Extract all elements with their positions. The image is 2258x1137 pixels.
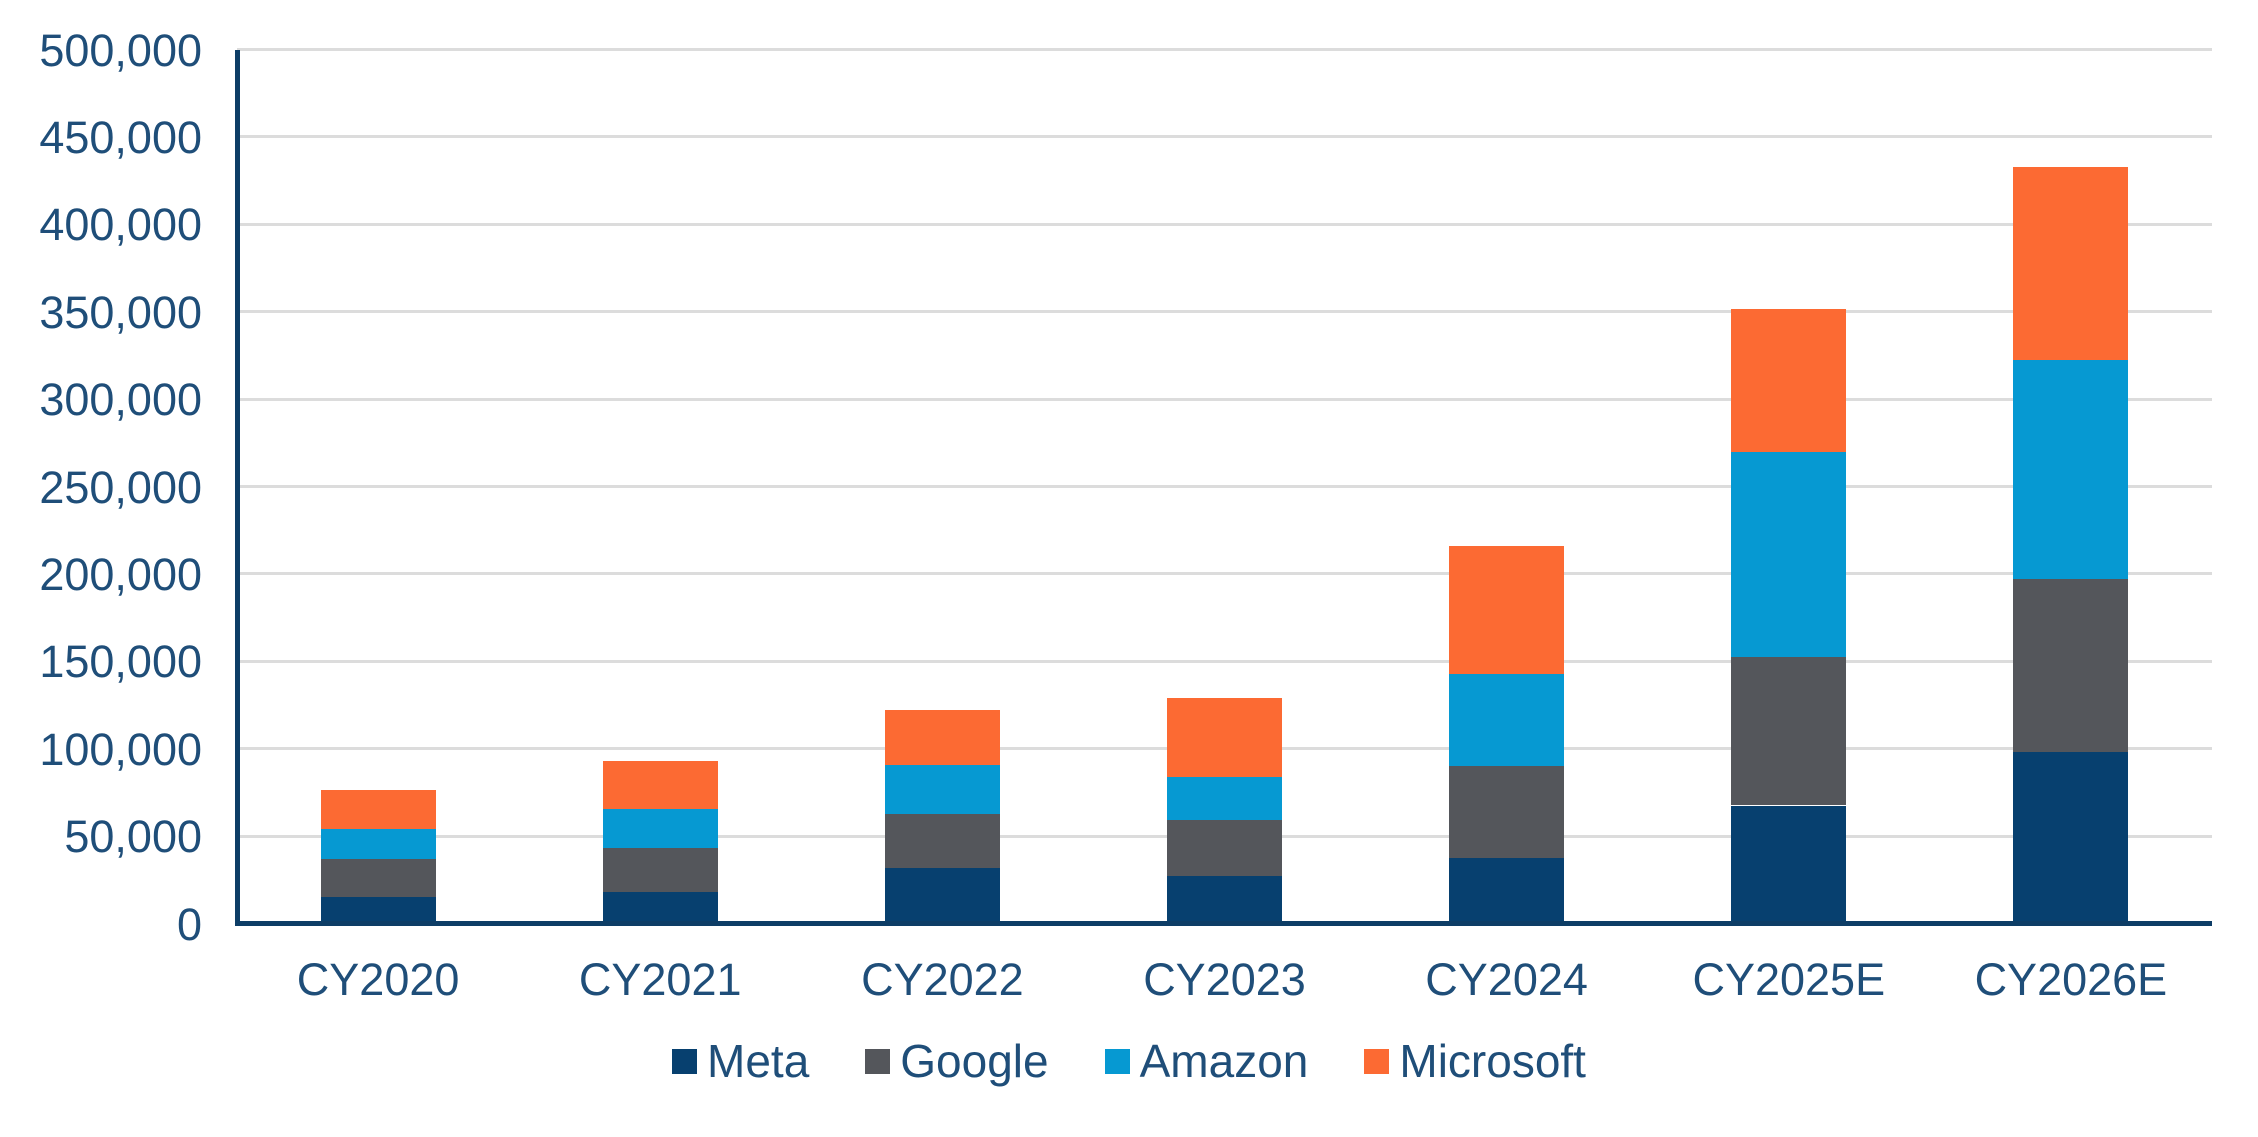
bar-segment-cy2021-microsoft: [602, 760, 718, 809]
bar-segment-cy2025e-google: [1731, 656, 1847, 806]
gridline: [237, 397, 2212, 401]
x-axis-tick-label: CY2024: [1425, 954, 1588, 1005]
bar-segment-cy2026e-microsoft: [2013, 166, 2129, 360]
legend-label: Amazon: [1139, 1035, 1309, 1087]
bar-segment-cy2024-amazon: [1449, 674, 1565, 767]
chart-legend: Meta Google Amazon Microsoft: [0, 1038, 2258, 1084]
bar-segment-cy2025e-microsoft: [1731, 309, 1847, 452]
bar-segment-cy2021-meta: [602, 892, 718, 924]
y-axis-tick-label: 500,000: [39, 24, 202, 76]
y-axis-tick-label: 150,000: [39, 636, 202, 688]
bar-segment-cy2021-google: [602, 848, 718, 892]
bar-segment-cy2024-microsoft: [1449, 545, 1565, 675]
bar-segment-cy2024-google: [1449, 766, 1565, 858]
gridline: [237, 135, 2212, 139]
legend-item-meta: Meta: [672, 1038, 809, 1084]
x-axis-tick-label: CY2023: [1143, 954, 1306, 1005]
bar-segment-cy2021-amazon: [602, 809, 718, 849]
legend-swatch-amazon: [1104, 1048, 1130, 1074]
bar-segment-cy2026e-amazon: [2013, 359, 2129, 580]
x-axis-tick-label: CY2021: [578, 954, 742, 1005]
x-axis-tick-label: CY2022: [861, 954, 1024, 1005]
legend-swatch-microsoft: [1364, 1048, 1390, 1074]
bar-segment-cy2020-amazon: [320, 829, 436, 859]
bar-segment-cy2026e-google: [2013, 579, 2129, 753]
gridline: [237, 485, 2212, 488]
bar-segment-cy2023-amazon: [1167, 776, 1282, 821]
y-axis-tick-label: 50,000: [64, 811, 202, 863]
bar-segment-cy2023-meta: [1167, 876, 1282, 924]
bar-segment-cy2020-microsoft: [320, 789, 436, 830]
bar-segment-cy2020-meta: [320, 897, 436, 924]
bar-segment-cy2026e-meta: [2013, 752, 2129, 924]
bar-segment-cy2024-meta: [1449, 858, 1565, 924]
gridline: [237, 48, 2212, 51]
legend-label: Microsoft: [1399, 1035, 1586, 1087]
x-axis-tick-label: CY2025E: [1692, 954, 1886, 1005]
bar-segment-cy2020-google: [320, 858, 436, 898]
y-axis-tick-label: 0: [176, 898, 202, 950]
legend-label: Google: [900, 1035, 1049, 1087]
gridline: [237, 310, 2212, 314]
gridline: [237, 572, 2212, 576]
bar-segment-cy2022-amazon: [884, 765, 1000, 815]
bar-segment-cy2022-microsoft: [884, 710, 1000, 766]
legend-item-google: Google: [865, 1035, 1049, 1087]
bar-segment-cy2025e-amazon: [1731, 451, 1847, 657]
y-axis-tick-label: 100,000: [39, 723, 202, 775]
legend-swatch-google: [865, 1048, 891, 1074]
x-axis-line: [234, 921, 2212, 926]
y-axis-tick-label: 250,000: [39, 461, 202, 513]
y-axis-tick-label: 350,000: [39, 286, 202, 338]
legend-item-amazon: Amazon: [1104, 1035, 1309, 1087]
x-axis-tick-label: CY2026E: [1974, 954, 2168, 1005]
bar-segment-cy2022-meta: [884, 868, 1000, 924]
x-axis-tick-label: CY2020: [296, 954, 460, 1005]
gridline: [237, 222, 2212, 226]
legend-swatch-meta: [672, 1048, 698, 1074]
bar-segment-cy2023-google: [1167, 820, 1282, 877]
y-axis-tick-label: 300,000: [39, 374, 202, 426]
legend-label: Meta: [707, 1035, 810, 1087]
bar-segment-cy2025e-meta: [1731, 805, 1847, 924]
bar-segment-cy2022-google: [884, 814, 1000, 869]
y-axis-tick-label: 400,000: [39, 199, 202, 251]
bar-segment-cy2023-microsoft: [1167, 698, 1282, 777]
y-axis-tick-label: 200,000: [39, 548, 202, 600]
y-axis-line: [234, 49, 240, 926]
legend-item-microsoft: Microsoft: [1364, 1038, 1586, 1084]
y-axis-tick-label: 450,000: [39, 111, 202, 163]
gridline: [237, 659, 2212, 663]
